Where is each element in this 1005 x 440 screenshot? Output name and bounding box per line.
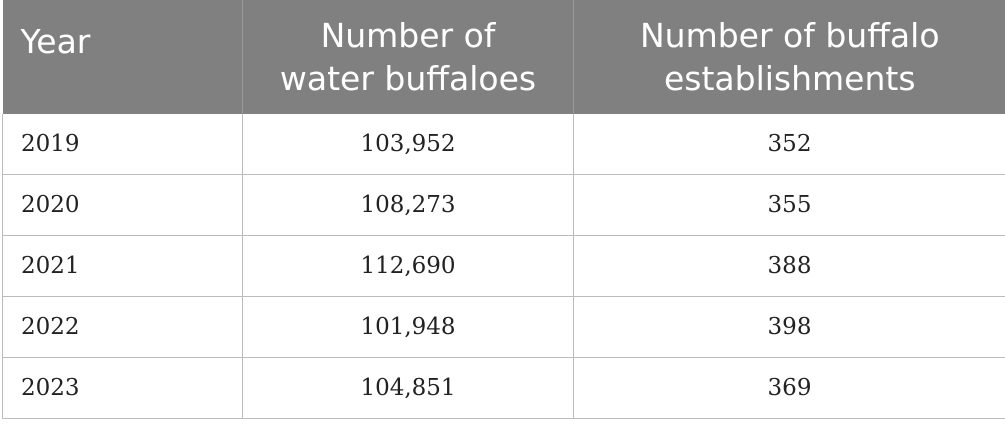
table-row: 2022 101,948 398 xyxy=(2,296,1005,358)
cell-water-buffaloes: 103,952 xyxy=(242,114,574,175)
cell-water-buffaloes: 101,948 xyxy=(242,296,574,358)
table-header: Year Number of water buffaloes Number of… xyxy=(2,0,1005,114)
cell-year: 2023 xyxy=(2,357,243,419)
cell-establishments: 398 xyxy=(573,296,1005,358)
table-row: 2020 108,273 355 xyxy=(2,174,1005,236)
cell-water-buffaloes: 112,690 xyxy=(242,235,574,297)
table-row: 2019 103,952 352 xyxy=(2,114,1005,175)
data-table: Year Number of water buffaloes Number of… xyxy=(2,0,1005,419)
table-row: 2023 104,851 369 xyxy=(2,357,1005,419)
header-row: Year Number of water buffaloes Number of… xyxy=(2,0,1005,114)
cell-establishments: 355 xyxy=(573,174,1005,236)
cell-year: 2020 xyxy=(2,174,243,236)
cell-year: 2019 xyxy=(2,114,243,175)
cell-water-buffaloes: 104,851 xyxy=(242,357,574,419)
cell-year: 2021 xyxy=(2,235,243,297)
cell-year: 2022 xyxy=(2,296,243,358)
cell-establishments: 369 xyxy=(573,357,1005,419)
header-year: Year xyxy=(2,0,243,114)
table-body: 2019 103,952 352 2020 108,273 355 2021 1… xyxy=(2,114,1005,419)
header-water-buffaloes-line-1: Number of xyxy=(320,16,496,55)
header-water-buffaloes: Number of water buffaloes xyxy=(242,0,574,114)
cell-water-buffaloes: 108,273 xyxy=(242,174,574,236)
header-buffalo-establishments-line-2: establishments xyxy=(663,59,916,98)
header-buffalo-establishments-line-1: Number of buffalo xyxy=(639,16,940,55)
cell-establishments: 388 xyxy=(573,235,1005,297)
header-buffalo-establishments: Number of buffalo establishments xyxy=(573,0,1005,114)
table-row: 2021 112,690 388 xyxy=(2,235,1005,297)
header-year-label: Year xyxy=(20,22,91,61)
header-water-buffaloes-line-2: water buffaloes xyxy=(279,59,537,98)
cell-establishments: 352 xyxy=(573,114,1005,175)
